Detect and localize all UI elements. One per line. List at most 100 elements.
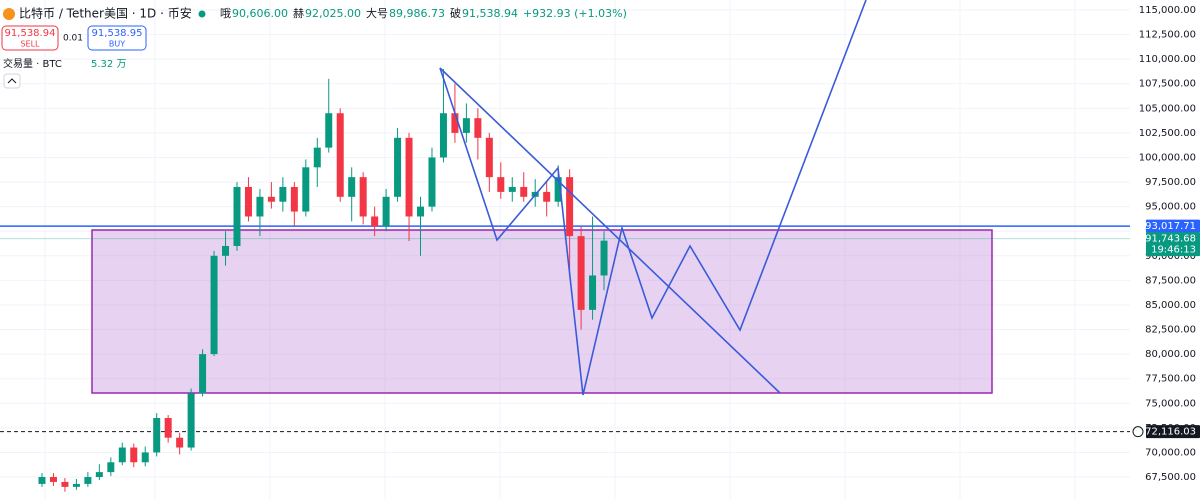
sell-price: 91,538.94 [5, 28, 56, 39]
y-tick-label: 80,000.00 [1145, 349, 1196, 360]
candle-body [222, 245, 230, 256]
candle-body [107, 462, 115, 473]
candle-body [210, 255, 218, 355]
header: 比特币 / Tether美国 · 1D · 币安 哦 90,606.00 赫 92,0… [1, 6, 627, 89]
candle-body [485, 137, 493, 178]
collapse-icon [7, 78, 17, 84]
candle-body [267, 196, 275, 202]
candle-layer [38, 68, 608, 492]
candle-body [130, 447, 138, 463]
candle-body [244, 186, 252, 217]
candle-body [84, 477, 92, 484]
volume-value: 5.32 万 [91, 59, 126, 70]
candle-body [187, 393, 195, 448]
price-tag [1146, 425, 1200, 439]
price-tag [1146, 232, 1200, 257]
y-tick-label: 100,000.00 [1139, 152, 1196, 163]
ohlc-value: 90,606.00 [232, 7, 288, 20]
y-tick-label: 97,500.00 [1145, 177, 1196, 188]
candle-body [451, 113, 459, 133]
candle-body [325, 113, 333, 148]
ohlc-label: 哦 [220, 7, 231, 20]
y-tick-label: 95,000.00 [1145, 202, 1196, 213]
ohlc-label: 赫 [293, 7, 304, 20]
buy-button[interactable] [87, 25, 147, 51]
ohlc-values: 哦 90,606.00 赫 92,025.00 大号 89,986.73 破 91,538.9… [220, 6, 627, 20]
candle-body [474, 118, 482, 138]
candle-body [382, 196, 390, 227]
candle-body [359, 177, 367, 217]
collapse-button[interactable] [3, 73, 21, 89]
buy-label: BUY [109, 40, 125, 49]
sell-button[interactable] [1, 25, 59, 51]
y-tick-label: 90,000.00 [1145, 251, 1196, 262]
ohlc-label: 破 [450, 6, 461, 20]
candle-body [153, 418, 161, 453]
candle-body [72, 483, 80, 487]
trend-line[interactable] [439, 67, 781, 394]
y-tick-label: 70,000.00 [1145, 447, 1196, 458]
candle-body [290, 186, 298, 212]
drawings[interactable] [439, 0, 867, 396]
ohlc-label: 大号 [366, 6, 388, 20]
candle-body [554, 177, 562, 202]
change: +932.93 (+1.03%) [523, 7, 627, 20]
candle-body [439, 113, 447, 158]
ohlc-value: 91,538.94 [462, 7, 518, 20]
price-tag-label: 72,116.03 [1145, 427, 1196, 438]
candle-body [141, 452, 149, 463]
price-tag [1146, 219, 1200, 233]
candle-body [61, 481, 69, 487]
candle-body [176, 437, 184, 448]
y-tick-label: 102,500.00 [1139, 128, 1196, 139]
candle-body [589, 275, 597, 310]
y-tick-label: 112,500.00 [1139, 30, 1196, 41]
range-box[interactable] [91, 229, 993, 394]
price-axis: 67,500.0070,000.0072,500.0075,000.0077,5… [1130, 0, 1200, 499]
candle-body [508, 186, 516, 192]
candle-body [428, 157, 436, 207]
candle-body [38, 477, 46, 484]
symbol[interactable]: 比特币 / Tether美国 · 1D · 币安 [19, 6, 192, 21]
crosshair-button [1132, 426, 1144, 438]
candle-body [543, 191, 551, 202]
candle-body [566, 177, 574, 237]
candle-body [394, 137, 402, 197]
y-tick-label: 105,000.00 [1139, 103, 1196, 114]
candle-body [497, 177, 505, 192]
y-tick-label: 110,000.00 [1139, 54, 1196, 65]
candle-body [313, 147, 321, 168]
spread: 0.01 [63, 34, 83, 44]
price-tag-label: 91,743.68 [1145, 234, 1196, 245]
candle-body [371, 216, 379, 227]
price-tag-label: 93,017.71 [1145, 221, 1196, 232]
y-tick-label: 77,500.00 [1145, 374, 1196, 385]
candle-body [49, 477, 57, 482]
zigzag-drawing[interactable] [439, 0, 867, 396]
candle-body [95, 472, 103, 478]
y-tick-label: 82,500.00 [1145, 325, 1196, 336]
candle-body [164, 418, 172, 438]
candle-body [199, 354, 207, 394]
y-tick-label: 85,000.00 [1145, 300, 1196, 311]
sell-label: SELL [20, 40, 40, 49]
candle-body [302, 167, 310, 212]
status-dot [198, 10, 206, 18]
y-tick-label: 67,500.00 [1145, 472, 1196, 483]
candle-body [520, 186, 528, 197]
y-tick-label: 75,000.00 [1145, 398, 1196, 409]
y-tick-label: 107,500.00 [1139, 79, 1196, 90]
candle-body [600, 240, 608, 276]
candle-body [348, 177, 356, 197]
grid-layer [0, 9, 1130, 478]
candle-body [417, 206, 425, 217]
y-tick-label: 115,000.00 [1139, 5, 1196, 16]
volume-label: 交易量 · BTC [3, 57, 62, 70]
ohlc-value: 89,986.73 [389, 7, 445, 20]
candle-body [336, 113, 344, 197]
y-tick-label: 87,500.00 [1145, 275, 1196, 286]
candle-body [118, 447, 126, 463]
coin-icon [3, 8, 15, 20]
